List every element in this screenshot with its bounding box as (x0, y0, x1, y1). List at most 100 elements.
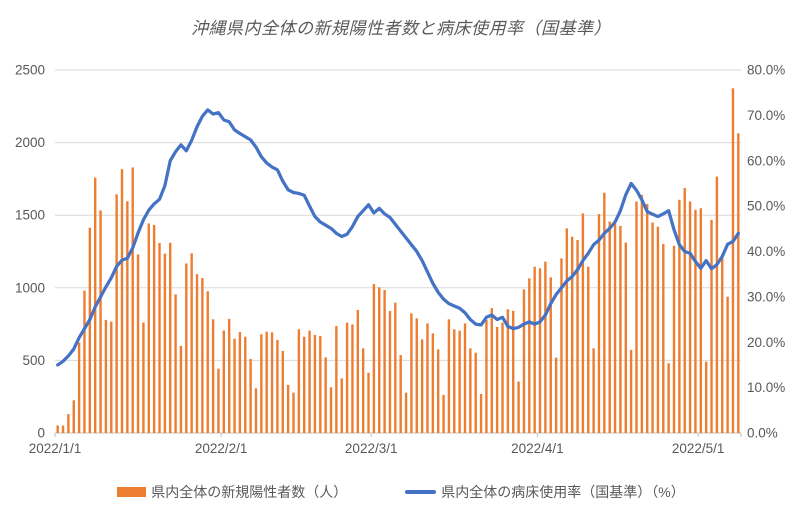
new-cases-bar (335, 325, 338, 433)
new-cases-bar (581, 213, 585, 433)
y-axis-right-label: 60.0% (747, 153, 785, 168)
chart-title: 沖縄県内全体の新規陽性者数と病床使用率（国基準） (191, 19, 611, 38)
new-cases-bar (490, 308, 493, 433)
new-cases-bar (544, 261, 547, 433)
new-cases-bar (372, 284, 376, 433)
new-cases-bar (458, 330, 461, 433)
new-cases-bar (110, 321, 113, 433)
new-cases-bar (227, 318, 231, 433)
new-cases-bar (597, 214, 601, 433)
y-axis-right-label: 20.0% (747, 335, 785, 350)
new-cases-bar (715, 176, 719, 434)
new-cases-bar (512, 310, 515, 433)
new-cases-bar (399, 355, 402, 433)
new-cases-bar (737, 133, 740, 434)
new-cases-bar (522, 289, 526, 433)
new-cases-bar (410, 313, 413, 433)
y-axis-left-label: 1500 (15, 208, 45, 223)
new-cases-bar (174, 294, 177, 433)
x-axis-label: 2022/5/1 (672, 441, 725, 456)
new-cases-bar (517, 381, 520, 433)
new-cases-bar (683, 188, 686, 433)
y-axis-left-label: 2000 (15, 135, 45, 150)
new-cases-bar (436, 349, 440, 433)
new-cases-bar (629, 349, 633, 433)
new-cases-bar (688, 201, 692, 433)
new-cases-bar (704, 361, 708, 433)
y-axis-right-label: 50.0% (747, 199, 785, 214)
new-cases-bar (83, 290, 86, 433)
new-cases-bar (313, 334, 317, 433)
new-cases-bar (646, 204, 649, 433)
new-cases-bar (640, 194, 644, 433)
new-cases-bar (120, 169, 124, 433)
new-cases-bar (281, 350, 284, 433)
new-cases-bar (356, 310, 360, 433)
new-cases-bar (731, 88, 735, 433)
new-cases-bar (619, 225, 622, 433)
new-cases-bar (244, 336, 247, 433)
new-cases-bar (201, 278, 204, 433)
y-axis-left-label: 500 (22, 353, 45, 368)
new-cases-bar (726, 296, 729, 433)
new-cases-bar (367, 372, 370, 433)
new-cases-bar (453, 329, 456, 433)
new-cases-bar (163, 253, 167, 433)
new-cases-bar (699, 208, 703, 433)
new-cases-bar (485, 320, 488, 433)
legend-item-new-cases: 県内全体の新規陽性者数（人） (117, 482, 347, 502)
bed-usage-line (56, 108, 740, 367)
x-axis-label: 2022/4/1 (511, 441, 564, 456)
new-cases-bar (260, 334, 263, 433)
new-cases-bar (351, 324, 354, 433)
new-cases-bar (565, 228, 569, 433)
new-cases-bar (603, 192, 606, 433)
new-cases-bar (528, 278, 531, 433)
new-cases-bar (608, 221, 611, 433)
new-cases-bar (136, 254, 140, 433)
new-cases-bar (656, 226, 660, 433)
new-cases-bar (297, 329, 301, 433)
new-cases-bar (233, 338, 236, 433)
new-cases-bar (303, 336, 306, 433)
new-cases-bar (126, 201, 129, 433)
new-cases-bar (469, 348, 472, 433)
new-cases-bar (158, 242, 161, 433)
new-cases-bar (345, 322, 349, 433)
new-cases-bar (308, 330, 311, 433)
new-cases-bar (77, 342, 81, 433)
new-cases-bar (495, 327, 499, 433)
new-cases-bar (329, 387, 333, 433)
new-cases-bar (592, 348, 595, 433)
y-axis-right-label: 10.0% (747, 380, 785, 395)
y-axis-right-label: 80.0% (747, 63, 785, 78)
new-cases-bar (651, 222, 654, 433)
new-cases-bar (147, 223, 150, 433)
new-cases-bar (115, 194, 118, 433)
new-cases-bar (426, 323, 429, 433)
new-cases-bar (415, 318, 418, 433)
new-cases-bar (667, 363, 670, 433)
new-cases-bar (190, 253, 193, 433)
new-cases-bar (624, 242, 627, 433)
new-cases-bar (276, 339, 279, 433)
x-axis-label: 2022/3/1 (345, 441, 398, 456)
new-cases-bar (169, 242, 172, 433)
new-cases-bar (131, 167, 134, 433)
y-axis-left-label: 1000 (15, 280, 45, 295)
new-cases-bar (99, 210, 102, 433)
new-cases-bar (104, 319, 108, 433)
x-axis-label: 2022/1/1 (29, 441, 82, 456)
new-cases-bar (340, 378, 343, 433)
new-cases-bar (206, 291, 209, 433)
line-series-swatch-icon (405, 490, 437, 494)
new-cases-bar (474, 352, 477, 433)
new-cases-bar (533, 266, 536, 433)
new-cases-bar (61, 425, 65, 433)
new-cases-bar (613, 223, 617, 433)
new-cases-bar (319, 336, 322, 433)
new-cases-bar (560, 258, 563, 433)
new-cases-bar (587, 266, 590, 433)
new-cases-bar (286, 384, 290, 433)
